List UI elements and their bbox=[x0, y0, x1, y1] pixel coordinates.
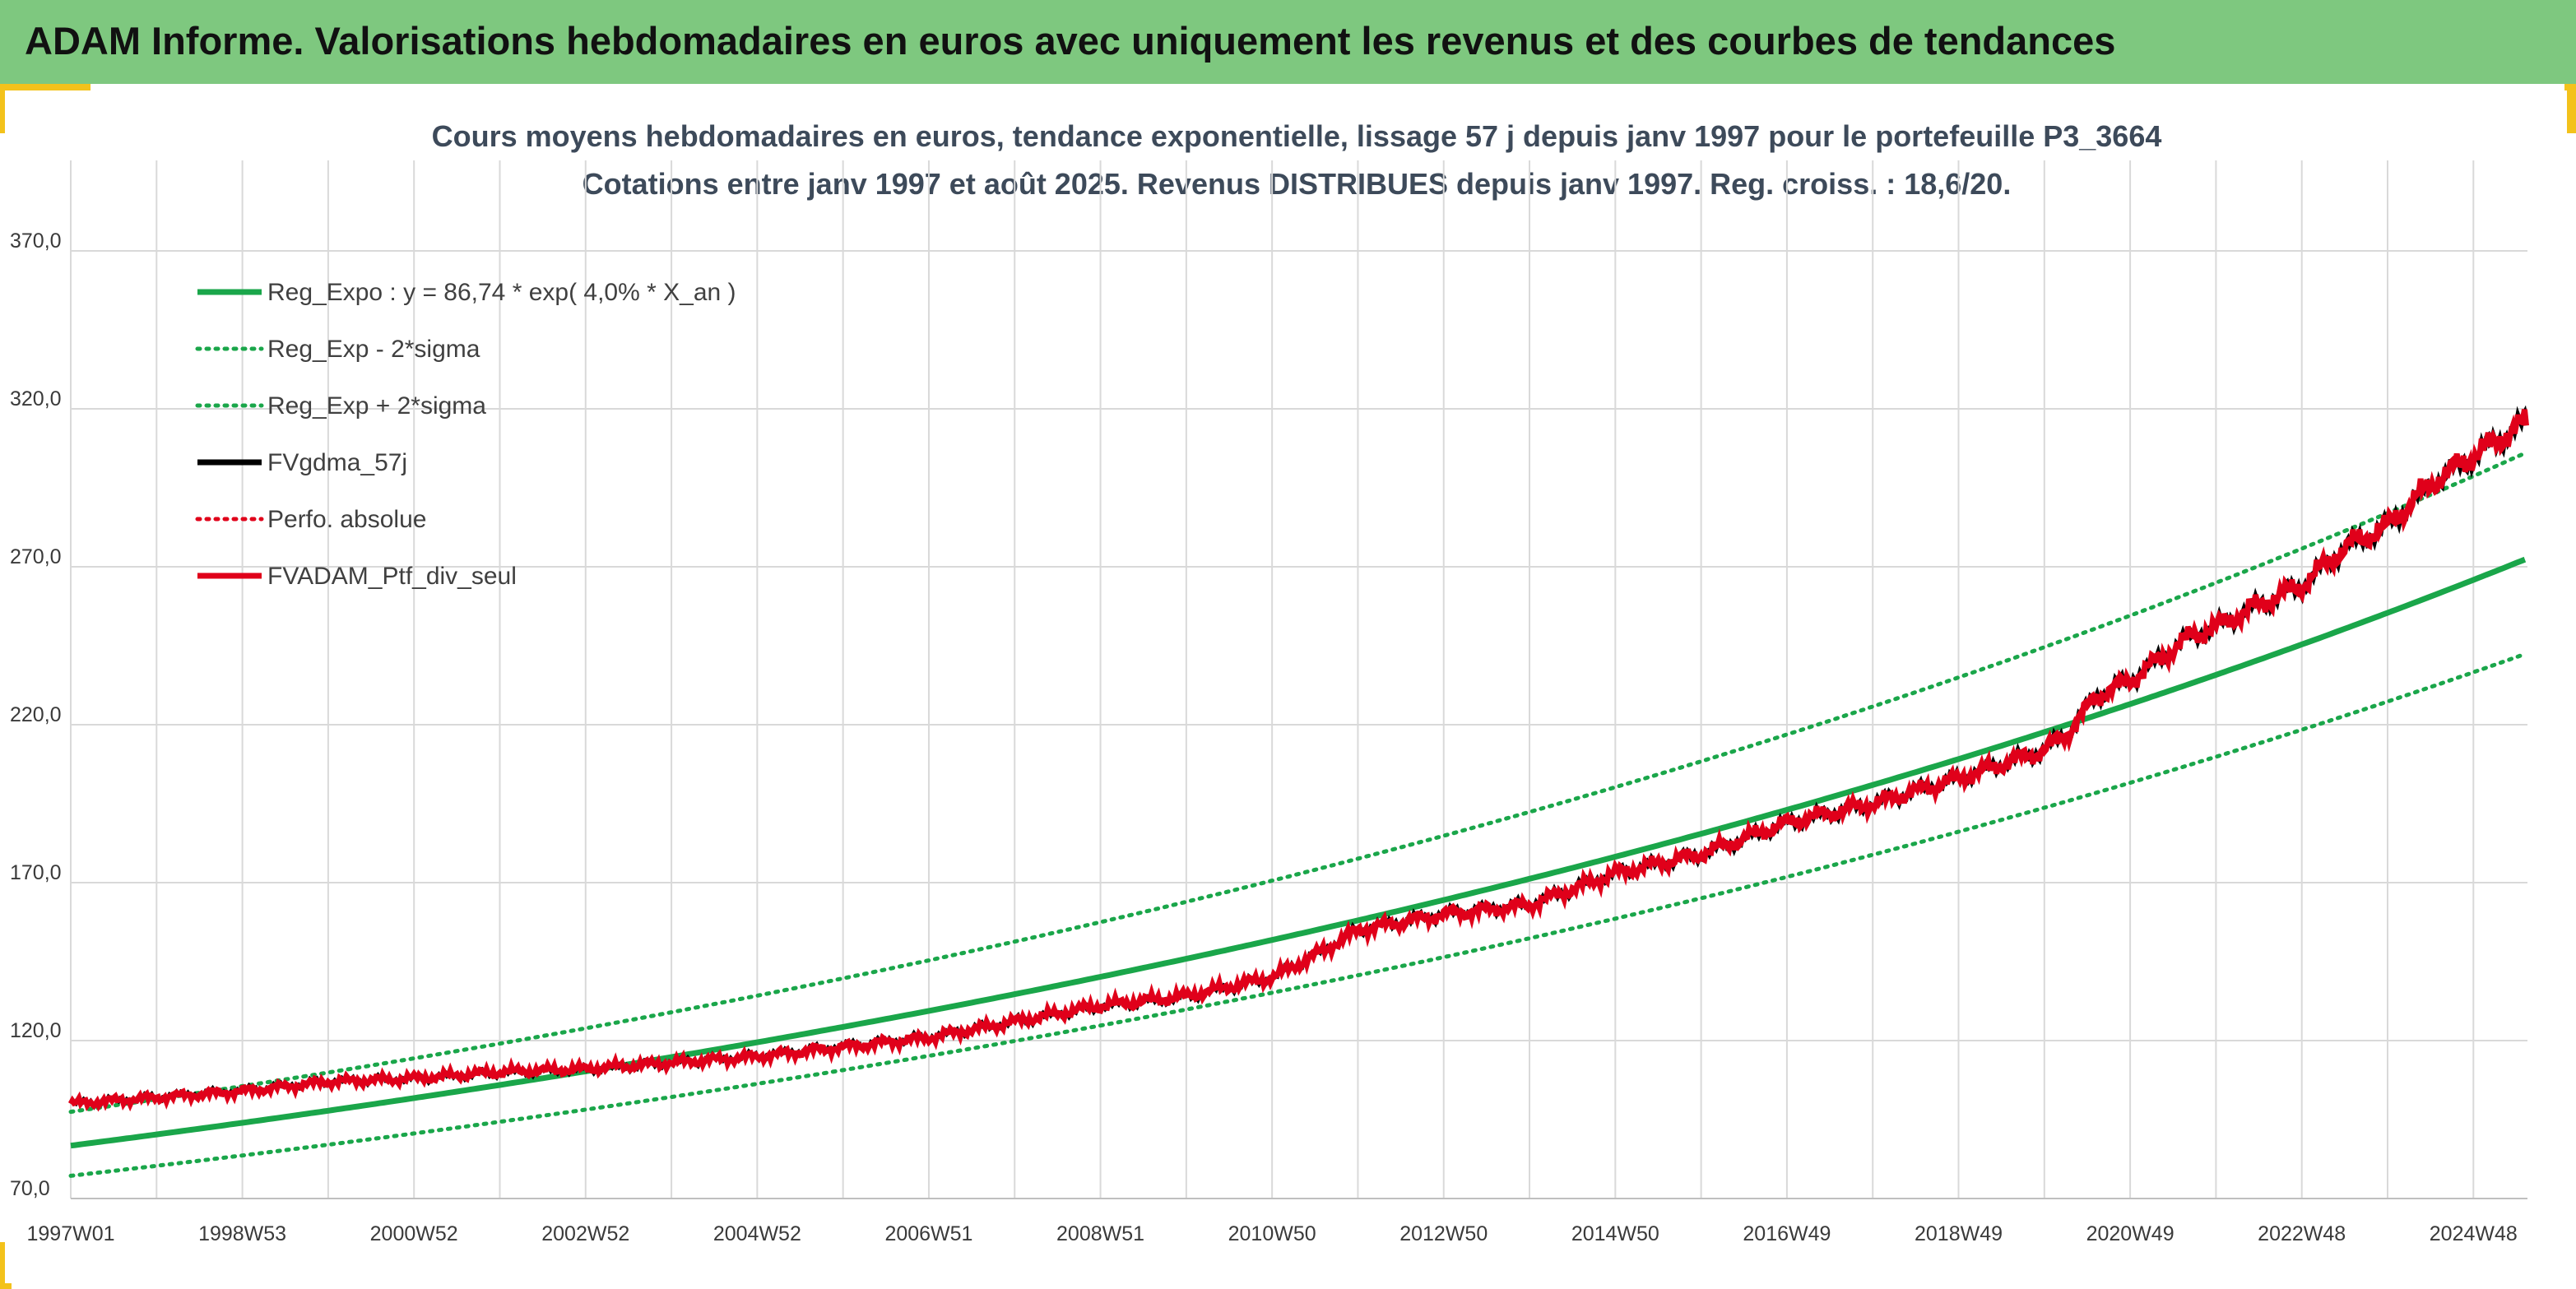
x-tick-label: 2016W49 bbox=[1743, 1222, 1831, 1245]
legend-label: Perfo. absolue bbox=[267, 506, 426, 533]
banner-title: ADAM Informe. Valorisations hebdomadaire… bbox=[25, 19, 2116, 63]
x-tick-label: 2002W52 bbox=[541, 1222, 629, 1245]
series-fvadam-ptf-div-seul bbox=[67, 409, 2529, 1112]
y-tick-label: 120,0 bbox=[10, 1019, 62, 1042]
x-tick-label: 2018W49 bbox=[1915, 1222, 2003, 1245]
x-tick-label: 2022W48 bbox=[2258, 1222, 2346, 1245]
x-tick-label: 2014W50 bbox=[1571, 1222, 1659, 1245]
x-tick-label: 2010W50 bbox=[1228, 1222, 1316, 1245]
x-tick-label: 2024W48 bbox=[2430, 1222, 2518, 1245]
grid bbox=[70, 160, 2527, 1199]
chart-subtitle: Cotations entre janv 1997 et août 2025. … bbox=[583, 167, 2012, 201]
chart-title: Cours moyens hebdomadaires en euros, ten… bbox=[432, 119, 2162, 153]
series-reg-plus-2sigma bbox=[68, 451, 2527, 1115]
header-banner: ADAM Informe. Valorisations hebdomadaire… bbox=[0, 0, 2576, 84]
legend-label: Reg_Exp - 2*sigma bbox=[267, 336, 480, 363]
y-axis-ticks: 70,0 120,0 170,0 220,0 270,0 320,0 370,0 bbox=[10, 230, 62, 1200]
x-tick-label: 2012W50 bbox=[1399, 1222, 1488, 1245]
legend: Reg_Expo : y = 86,74 * exp( 4,0% * X_an … bbox=[195, 279, 736, 590]
x-tick-label: 2004W52 bbox=[713, 1222, 801, 1245]
x-tick-label: 1997W01 bbox=[26, 1222, 114, 1245]
legend-label: Reg_Expo : y = 86,74 * exp( 4,0% * X_an … bbox=[267, 279, 736, 306]
legend-label: FVgdma_57j bbox=[267, 449, 407, 476]
y-tick-label: 220,0 bbox=[10, 703, 62, 726]
y-tick-label: 170,0 bbox=[10, 861, 62, 884]
accent-bar-right-top bbox=[2564, 84, 2576, 133]
x-tick-label: 2008W51 bbox=[1056, 1222, 1144, 1245]
x-tick-label: 2006W51 bbox=[884, 1222, 972, 1245]
accent-bar-top bbox=[0, 84, 91, 90]
y-tick-label: 70,0 bbox=[10, 1177, 50, 1200]
series-reg-minus-2sigma bbox=[68, 651, 2527, 1178]
series-group bbox=[67, 405, 2529, 1178]
x-tick-label: 2000W52 bbox=[370, 1222, 458, 1245]
chart-area bbox=[5, 90, 2567, 1283]
series-perfo-absolue bbox=[68, 409, 2528, 1110]
y-tick-label: 270,0 bbox=[10, 545, 62, 568]
series-fvgdma-57j bbox=[68, 405, 2529, 1110]
x-axis-ticks: 1997W01 1998W53 2000W52 2002W52 2004W52 2006W… bbox=[26, 1222, 2517, 1245]
x-tick-label: 1998W53 bbox=[198, 1222, 286, 1245]
y-tick-label: 320,0 bbox=[10, 387, 62, 410]
series-reg-expo bbox=[70, 556, 2527, 1149]
legend-label: FVADAM_Ptf_div_seul bbox=[267, 563, 517, 590]
legend-label: Reg_Exp + 2*sigma bbox=[267, 392, 486, 420]
y-tick-label: 370,0 bbox=[10, 230, 62, 253]
x-tick-label: 2020W49 bbox=[2086, 1222, 2175, 1245]
